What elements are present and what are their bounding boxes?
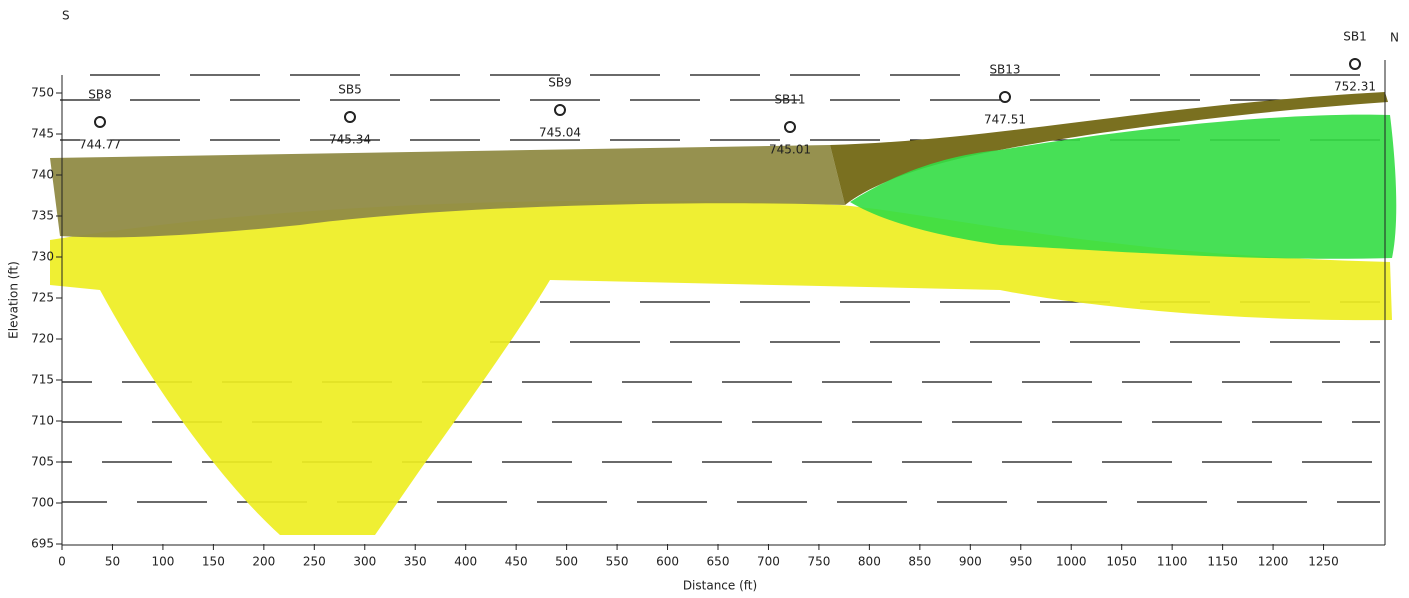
boring-symbol <box>1350 59 1360 69</box>
x-tick-label: 1000 <box>1056 555 1087 569</box>
boring-name: SB5 <box>338 83 361 97</box>
x-tick-label: 650 <box>707 555 730 569</box>
y-tick-label: 735 <box>31 209 54 223</box>
boring-symbol <box>95 117 105 127</box>
boring-symbol <box>345 112 355 122</box>
boring-name: SB8 <box>88 88 111 102</box>
y-axis-label: Elevation (ft) <box>7 261 21 339</box>
y-tick-label: 740 <box>31 168 54 182</box>
y-tick-label: 730 <box>31 250 54 264</box>
x-tick-label: 700 <box>757 555 780 569</box>
x-tick-label: 1150 <box>1207 555 1238 569</box>
x-tick-label: 250 <box>303 555 326 569</box>
boring-name: SB13 <box>989 63 1020 77</box>
x-tick-label: 50 <box>105 555 120 569</box>
x-tick-label: 900 <box>959 555 982 569</box>
boring-name: SB11 <box>774 93 805 107</box>
x-tick-label: 100 <box>151 555 174 569</box>
x-tick-label: 1100 <box>1157 555 1188 569</box>
y-tick-label: 720 <box>31 332 54 346</box>
x-tick-label: 550 <box>606 555 629 569</box>
boring-elevation: 745.01 <box>769 143 811 157</box>
x-tick-label: 400 <box>454 555 477 569</box>
y-tick-label: 695 <box>31 537 54 551</box>
x-tick-label: 850 <box>908 555 931 569</box>
x-tick-label: 350 <box>404 555 427 569</box>
x-tick-label: 150 <box>202 555 225 569</box>
boring-symbol <box>555 105 565 115</box>
x-tick-label: 500 <box>555 555 578 569</box>
x-tick-label: 950 <box>1009 555 1032 569</box>
boring-elevation: 747.51 <box>984 113 1026 127</box>
x-tick-label: 750 <box>807 555 830 569</box>
y-tick-label: 715 <box>31 373 54 387</box>
x-tick-label: 200 <box>252 555 275 569</box>
x-tick-label: 800 <box>858 555 881 569</box>
y-tick-label: 725 <box>31 291 54 305</box>
x-tick-label: 450 <box>505 555 528 569</box>
boring-name: SB9 <box>548 76 571 90</box>
y-tick-label: 705 <box>31 455 54 469</box>
north-label: N <box>1390 31 1399 45</box>
x-tick-label: 600 <box>656 555 679 569</box>
x-tick-label: 300 <box>353 555 376 569</box>
boring-elevation: 745.34 <box>329 133 371 147</box>
south-label: S <box>62 9 70 23</box>
boring-name: SB1 <box>1343 30 1366 44</box>
layers <box>50 92 1396 535</box>
y-tick-label: 750 <box>31 86 54 100</box>
x-tick-label: 1250 <box>1308 555 1339 569</box>
y-tick-label: 745 <box>31 127 54 141</box>
boring-symbol <box>785 122 795 132</box>
boring-symbol <box>1000 92 1010 102</box>
boring-elevation: 744.77 <box>79 138 121 152</box>
boring-elevation: 752.31 <box>1334 80 1376 94</box>
y-tick-label: 700 <box>31 496 54 510</box>
x-tick-label: 0 <box>58 555 66 569</box>
cross-section: S N Distance (ft) Elevation (ft) 695 700 7… <box>0 0 1409 598</box>
x-tick-label: 1050 <box>1106 555 1137 569</box>
x-axis-label: Distance (ft) <box>683 579 757 593</box>
x-tick-label: 1200 <box>1258 555 1289 569</box>
boring-elevation: 745.04 <box>539 126 581 140</box>
y-tick-label: 710 <box>31 414 54 428</box>
